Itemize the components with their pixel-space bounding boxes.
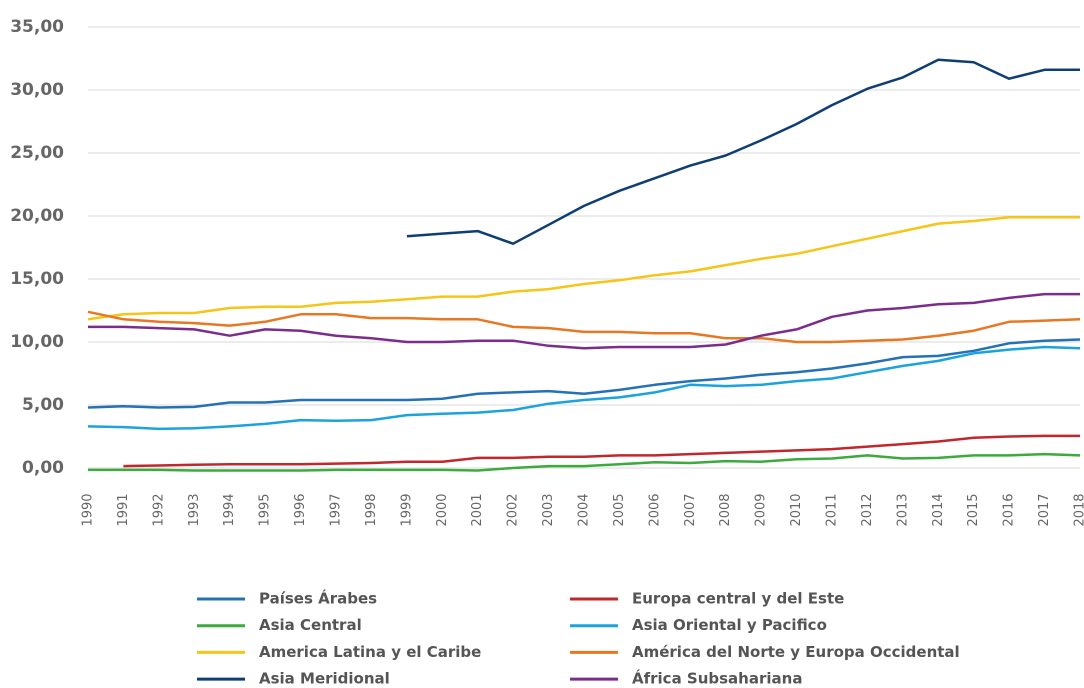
x-tick-label: 1998	[364, 493, 379, 526]
legend-label: África Subsahariana	[632, 669, 802, 688]
x-tick-label: 1994	[222, 493, 237, 526]
x-tick-label: 2002	[506, 493, 521, 526]
x-tick-label: 2006	[647, 493, 662, 526]
series-line	[88, 292, 1080, 350]
x-tick-label: 2018	[1073, 493, 1084, 526]
series-line	[123, 434, 1080, 468]
x-tick-label: 1999	[399, 493, 414, 526]
x-tick-label: 2000	[435, 493, 450, 526]
legend-label: Europa central y del Este	[632, 590, 844, 608]
y-tick-label: 15,00	[10, 269, 64, 289]
series-line	[87, 310, 1081, 344]
series-line	[406, 58, 1080, 245]
y-tick-label: 10,00	[10, 332, 64, 352]
legend-label: Asia Oriental y Pacifico	[632, 616, 827, 634]
legend-label: América del Norte y Europa Occidental	[632, 643, 960, 661]
x-tick-label: 2008	[718, 493, 733, 526]
x-tick-label: 2005	[612, 493, 627, 526]
x-tick-label: 1996	[293, 493, 308, 526]
x-tick-label: 2010	[789, 493, 804, 526]
x-tick-label: 2001	[470, 493, 485, 526]
x-tick-label: 1995	[258, 493, 273, 526]
x-tick-label: 1992	[151, 493, 166, 526]
x-tick-label: 2004	[577, 493, 592, 526]
x-tick-label: 1993	[187, 493, 202, 526]
x-tick-label: 2003	[541, 493, 556, 526]
legend-label: Asia Meridional	[259, 670, 390, 688]
x-tick-label: 2013	[895, 493, 910, 526]
series-line	[88, 452, 1081, 472]
x-tick-label: 1990	[81, 493, 96, 526]
x-tick-label: 1997	[329, 493, 344, 526]
y-tick-label: 20,00	[10, 206, 64, 226]
legend-label: Asia Central	[259, 616, 362, 634]
x-tick-label: 2015	[966, 493, 981, 526]
x-tick-label: 2007	[683, 493, 698, 526]
series-line	[87, 338, 1081, 409]
x-tick-label: 2016	[1002, 493, 1017, 526]
y-tick-label: 25,00	[10, 143, 64, 163]
series-line	[87, 345, 1081, 431]
y-tick-label: 5,00	[22, 395, 64, 415]
x-tick-label: 2011	[825, 493, 840, 526]
x-tick-label: 2012	[860, 493, 875, 526]
x-tick-label: 2017	[1037, 493, 1052, 526]
y-tick-label: 35,00	[10, 17, 64, 37]
legend-label: America Latina y el Caribe	[259, 643, 481, 661]
x-tick-label: 2014	[931, 493, 946, 526]
x-tick-label: 1991	[116, 493, 131, 526]
legend-label: Países Árabes	[259, 589, 377, 608]
y-tick-label: 30,00	[10, 80, 64, 100]
series-line	[87, 216, 1080, 321]
x-tick-label: 2009	[754, 493, 769, 526]
y-tick-label: 0,00	[22, 458, 64, 478]
